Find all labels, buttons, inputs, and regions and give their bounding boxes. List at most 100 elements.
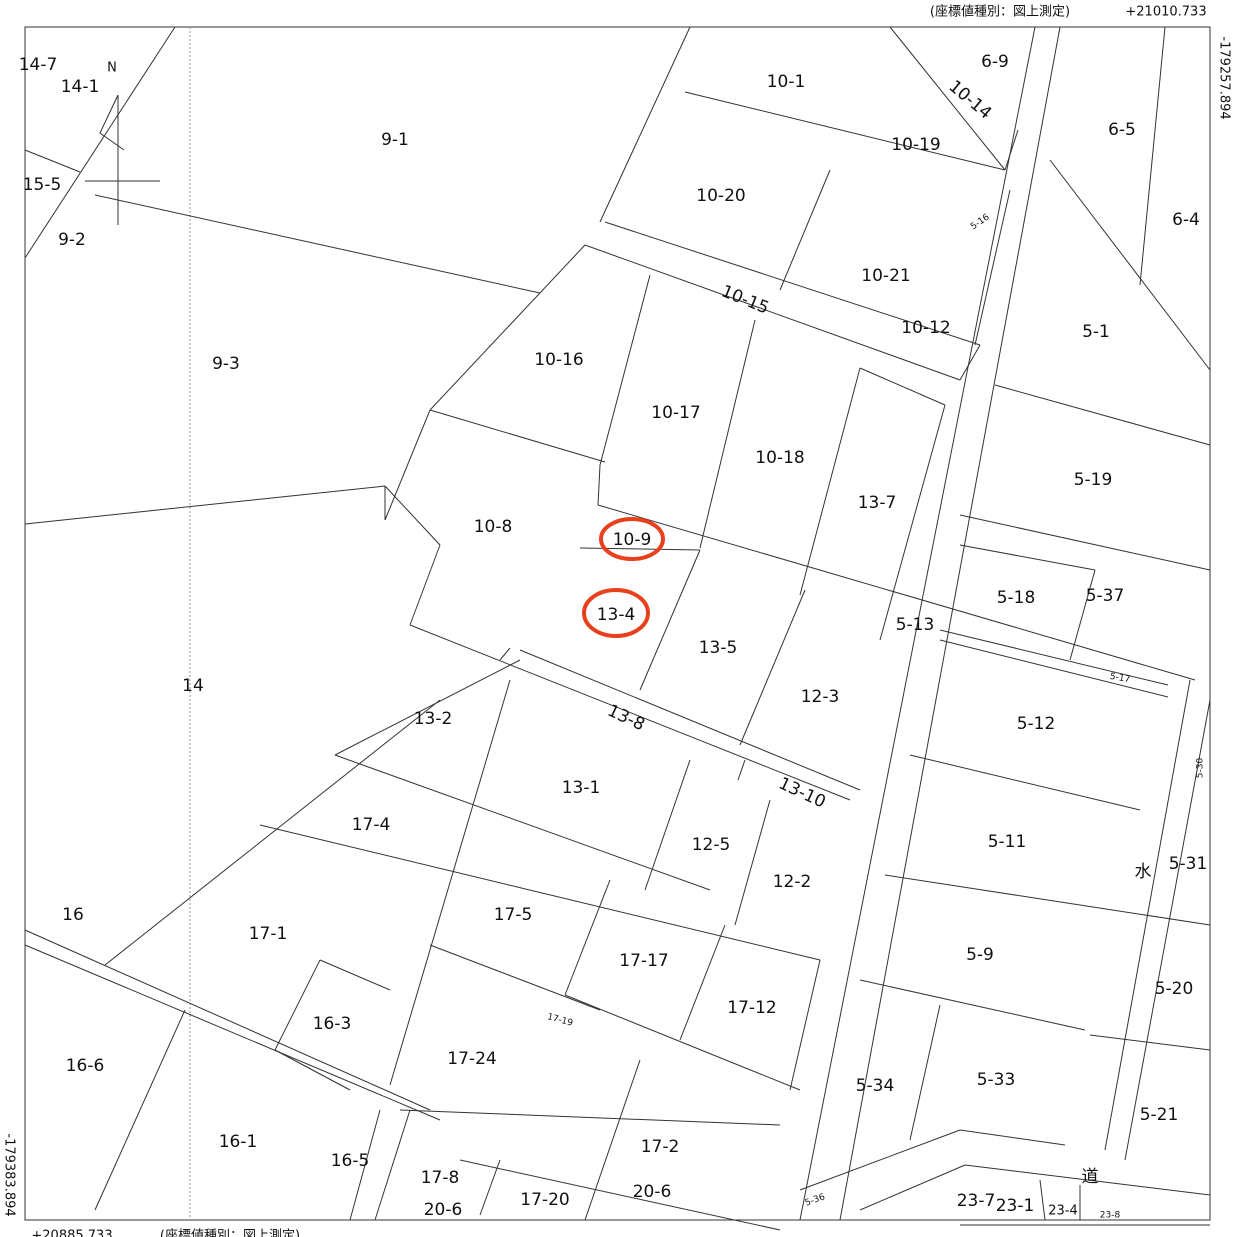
parcel-label: 5-36: [804, 1192, 827, 1208]
boundary-line: [644, 759, 691, 891]
parcel-label: 6-4: [1172, 210, 1200, 230]
boundary-line: [319, 959, 391, 991]
coord-type: (座標値種別：図上測定): [160, 1228, 300, 1237]
boundary-line: [959, 1129, 1066, 1146]
parcel-label: 16-5: [331, 1151, 370, 1171]
boundary-line: [409, 544, 441, 626]
parcel-label: 17-24: [447, 1049, 496, 1069]
parcel-label: 水: [1135, 862, 1152, 882]
map-frame: [24, 26, 1211, 1221]
boundary-line: [699, 319, 756, 549]
parcel-label: 5-16: [969, 212, 992, 232]
parcel-label: 10-9: [613, 530, 652, 550]
parcel-label: 17-20: [520, 1190, 569, 1210]
boundary-line: [909, 754, 1141, 811]
boundary-line: [349, 1109, 381, 1221]
parcel-label: 12-3: [801, 687, 840, 707]
coord-value: -179257.894: [1217, 36, 1232, 119]
boundary-line: [334, 659, 521, 756]
parcel-label: 5-30: [1196, 758, 1206, 779]
boundary-line: [779, 169, 831, 291]
boundary-line: [24, 944, 441, 1121]
parcel-label: 10-20: [696, 186, 745, 206]
parcel-label: 17-4: [352, 815, 391, 835]
boundary-line: [584, 1059, 641, 1221]
parcel-label: 16-6: [66, 1056, 105, 1076]
boundary-line: [859, 979, 1086, 1031]
boundary-line: [959, 514, 1211, 571]
boundary-line: [889, 26, 1006, 171]
parcel-label: 10-16: [534, 350, 583, 370]
parcel-label: 14-1: [61, 77, 100, 97]
boundary-line: [94, 1009, 186, 1211]
parcel-label: 5-11: [988, 832, 1027, 852]
parcel-label: 9-2: [58, 230, 86, 250]
boundary-line: [939, 639, 1169, 698]
parcel-label: 10-17: [651, 403, 700, 423]
boundary-line: [24, 26, 176, 259]
parcel-label: 23-8: [1100, 1211, 1121, 1221]
parcel-label: 5-21: [1140, 1105, 1179, 1125]
parcel-label: 5-34: [856, 1076, 895, 1096]
boundary-line: [959, 544, 1096, 571]
boundary-line: [599, 274, 651, 466]
boundary-line: [384, 409, 431, 521]
boundary-line: [429, 409, 606, 463]
parcel-label: 16: [62, 905, 84, 925]
boundary-line: [839, 26, 1061, 1221]
parcel-label: 17-8: [421, 1168, 460, 1188]
parcel-label: 17-5: [494, 905, 533, 925]
boundary-line: [274, 1049, 351, 1091]
parcel-label: 10-21: [861, 266, 910, 286]
boundary-line: [737, 759, 746, 781]
parcel-label: 12-2: [773, 872, 812, 892]
parcel-label: 13-2: [414, 709, 453, 729]
boundary-line: [579, 547, 701, 551]
boundary-line: [1124, 699, 1211, 1161]
boundary-line: [859, 1164, 966, 1211]
boundary-line: [1139, 26, 1166, 286]
north-arrow: [85, 94, 160, 225]
parcel-label: 5-20: [1155, 979, 1194, 999]
parcel-label: 13-7: [858, 493, 897, 513]
parcel-label: 17-2: [641, 1137, 680, 1157]
boundary-line: [599, 26, 691, 223]
boundary-line: [789, 959, 821, 1091]
boundary-line: [334, 754, 711, 891]
parcel-label: 16-1: [219, 1132, 258, 1152]
parcel-label: 5-13: [896, 615, 935, 635]
boundary-line: [799, 1129, 961, 1191]
parcel-label: 6-5: [1108, 120, 1136, 140]
parcel-label: 17-1: [249, 924, 288, 944]
parcel-label: 16-3: [313, 1014, 352, 1034]
parcel-label: 5-31: [1169, 854, 1208, 874]
parcel-label: 13-8: [604, 701, 647, 735]
boundary-line: [389, 679, 511, 1086]
boundary-line: [597, 464, 601, 506]
boundary-line: [274, 959, 321, 1051]
highlight-circle: [599, 517, 665, 561]
parcel-label: 17-12: [727, 998, 776, 1018]
boundary-line: [564, 879, 611, 996]
boundary-line: [1049, 159, 1211, 371]
boundary-line: [564, 994, 801, 1091]
parcel-label: 10-18: [755, 448, 804, 468]
boundary-line: [859, 367, 946, 406]
boundary-line: [259, 824, 821, 961]
boundary-line: [974, 189, 1011, 346]
parcel-boundaries: [24, 26, 1211, 1231]
parcel-label: 10-15: [718, 281, 771, 318]
boundary-line: [519, 649, 861, 791]
boundary-line: [399, 1109, 781, 1126]
boundary-line: [799, 367, 861, 596]
boundary-line: [459, 1159, 781, 1231]
north-label: N: [107, 61, 117, 76]
parcel-label: 14: [182, 676, 204, 696]
boundary-line: [584, 244, 961, 381]
boundary-line: [1039, 1179, 1046, 1221]
boundary-line: [1089, 1034, 1211, 1051]
parcel-label: 23-7: [957, 1191, 996, 1211]
parcel-label: 10-8: [474, 517, 513, 537]
boundary-line: [597, 504, 1196, 681]
parcel-label: 10-1: [767, 72, 806, 92]
